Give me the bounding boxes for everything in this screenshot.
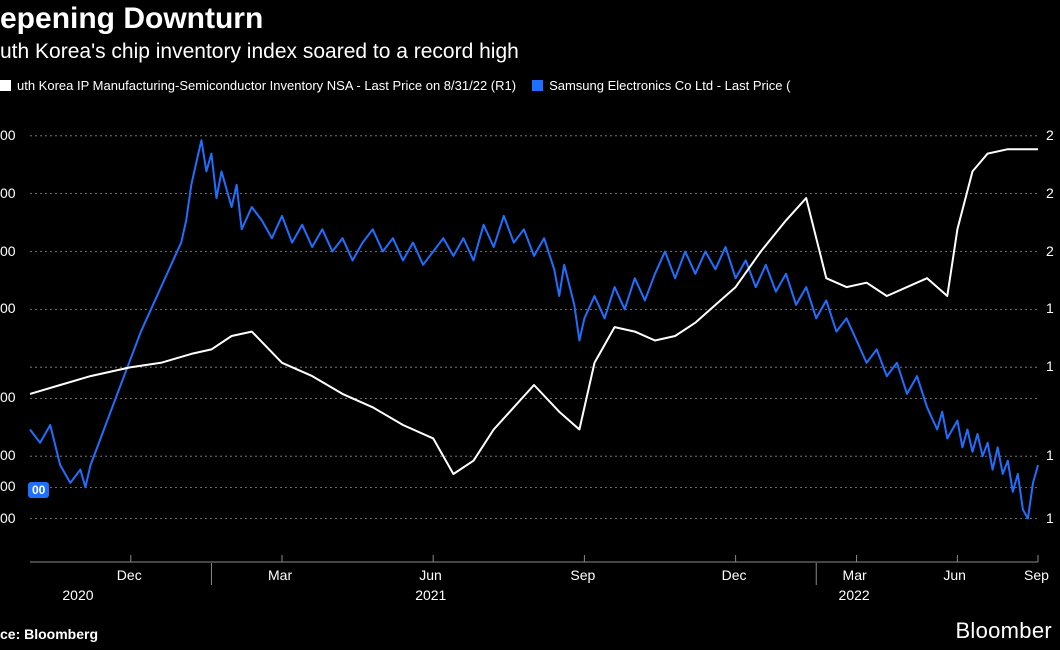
axis-tick-label: Jun	[943, 567, 966, 583]
axis-tick-label: 1	[1046, 510, 1054, 526]
axis-tick-label: 00	[0, 389, 16, 405]
legend-label: Samsung Electronics Co Ltd - Last Price …	[549, 78, 790, 93]
axis-tick-label: Mar	[268, 567, 292, 583]
axis-tick-label: Sep	[1024, 567, 1049, 583]
axis-tick-label: 2	[1046, 243, 1054, 259]
axis-tick-label: 2	[1046, 127, 1054, 143]
axis-tick-label: Mar	[843, 567, 867, 583]
bloomberg-logo: Bloomber	[955, 618, 1052, 644]
axis-tick-label: 2022	[839, 587, 870, 603]
legend: uth Korea IP Manufacturing-Semiconductor…	[0, 78, 790, 93]
axis-tick-label: 1	[1046, 447, 1054, 463]
axis-tick-label: 00	[0, 510, 16, 526]
axis-tick-label: 2020	[62, 587, 93, 603]
chart-title: epening Downturn	[0, 2, 263, 35]
axis-tick-label: Dec	[722, 567, 747, 583]
chart-subtitle: uth Korea's chip inventory index soared …	[0, 40, 519, 64]
legend-item-samsung: Samsung Electronics Co Ltd - Last Price …	[532, 78, 790, 93]
legend-swatch-icon	[0, 80, 11, 91]
axis-tick-label: Dec	[117, 567, 142, 583]
axis-tick-label: 00	[0, 127, 16, 143]
legend-swatch-icon	[532, 80, 543, 91]
chart-plot-area	[30, 118, 1038, 563]
axis-tick-label: 2	[1046, 185, 1054, 201]
legend-item-inventory: uth Korea IP Manufacturing-Semiconductor…	[0, 78, 516, 93]
axis-tick-label: 00	[0, 185, 16, 201]
axis-tick-label: 00	[0, 300, 16, 316]
axis-tick-label: 1	[1046, 300, 1054, 316]
axis-tick-label: 00	[0, 478, 16, 494]
axis-tick-label: 00	[0, 447, 16, 463]
price-marker-badge: 00	[28, 482, 49, 498]
axis-tick-label: Sep	[570, 567, 595, 583]
axis-tick-label: Jun	[419, 567, 442, 583]
source-attribution: ce: Bloomberg	[0, 626, 98, 642]
axis-tick-label: 1	[1046, 358, 1054, 374]
bloomberg-chart: epening Downturn uth Korea's chip invent…	[0, 0, 1060, 650]
axis-tick-label: 00	[0, 243, 16, 259]
axis-tick-label: 2021	[415, 587, 446, 603]
legend-label: uth Korea IP Manufacturing-Semiconductor…	[17, 78, 516, 93]
